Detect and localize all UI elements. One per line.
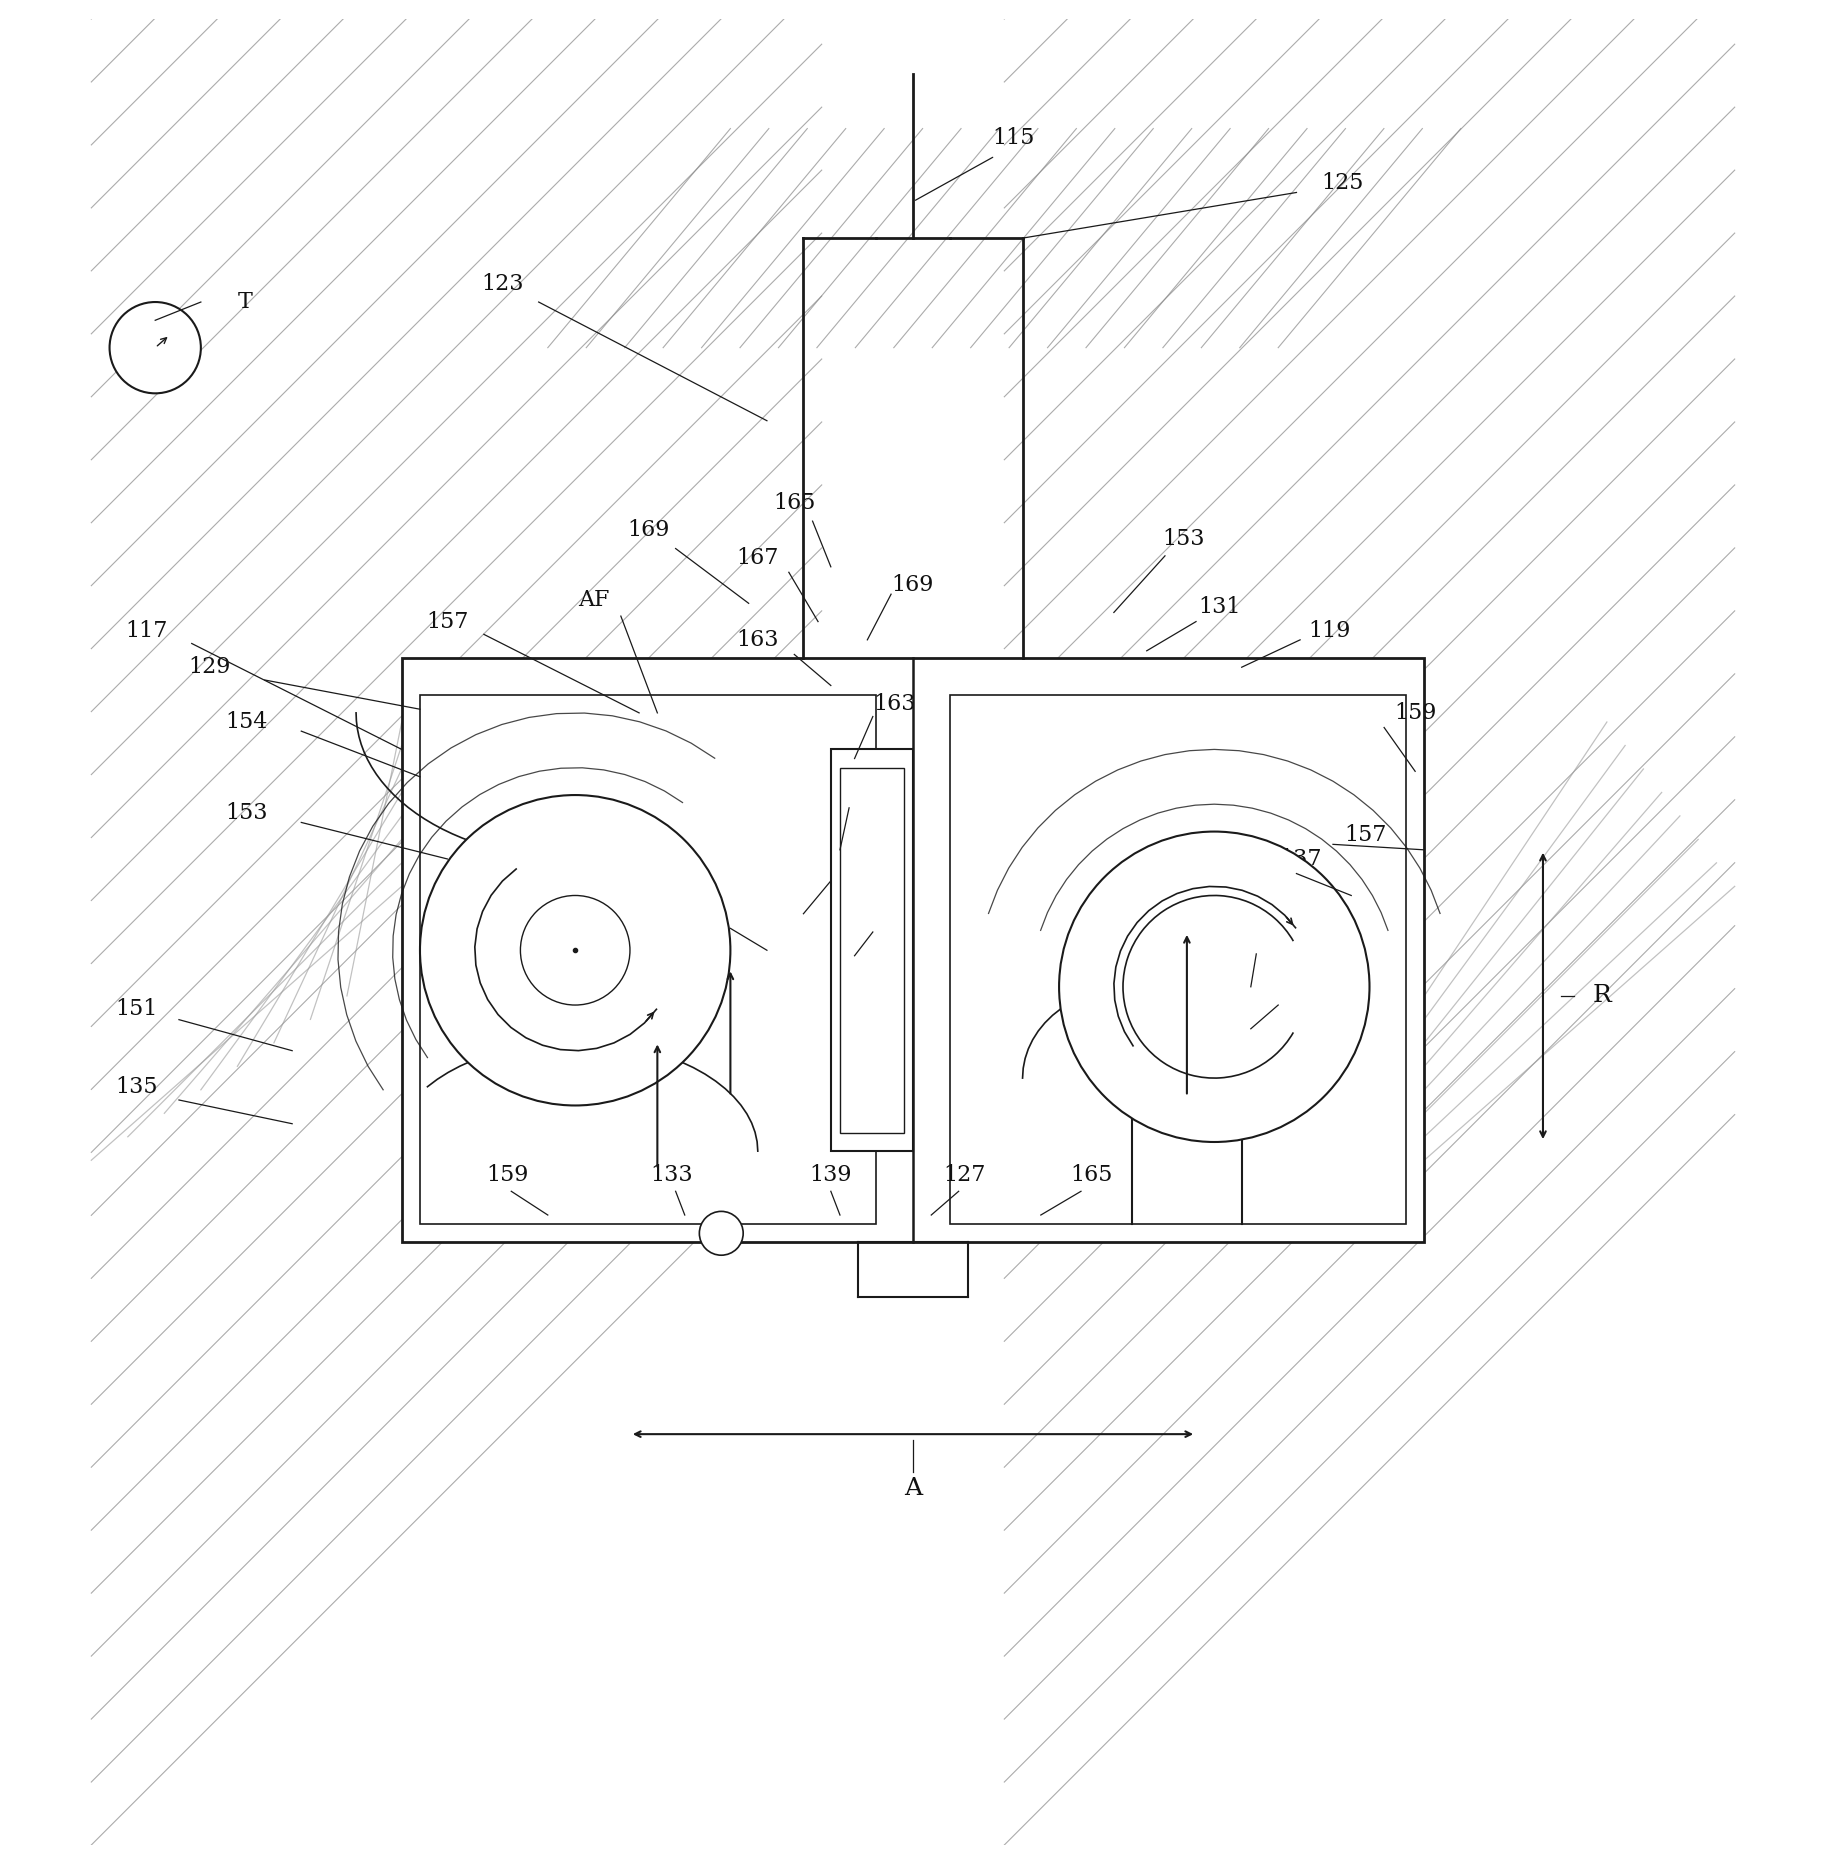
Text: 173: 173 bbox=[681, 902, 725, 925]
Text: 169: 169 bbox=[626, 520, 670, 541]
Text: AF: AF bbox=[577, 589, 610, 611]
Text: 133: 133 bbox=[650, 1163, 694, 1186]
Bar bbox=[402, 658, 1424, 1243]
Text: AF: AF bbox=[1240, 926, 1273, 949]
Text: 159: 159 bbox=[1393, 703, 1437, 723]
Circle shape bbox=[1059, 831, 1370, 1143]
Text: 119: 119 bbox=[1307, 619, 1351, 641]
Text: 123: 123 bbox=[480, 272, 524, 295]
Text: 135: 135 bbox=[115, 1076, 159, 1098]
Text: 139: 139 bbox=[809, 1163, 853, 1186]
Text: 153: 153 bbox=[1161, 528, 1205, 550]
Text: 127: 127 bbox=[942, 1163, 986, 1186]
Text: A: A bbox=[904, 1478, 922, 1501]
Text: 163: 163 bbox=[736, 628, 780, 651]
Circle shape bbox=[520, 895, 630, 1005]
Text: 115: 115 bbox=[992, 127, 1035, 149]
Text: 173: 173 bbox=[1284, 980, 1328, 1003]
Text: 165: 165 bbox=[772, 492, 816, 514]
Circle shape bbox=[110, 302, 201, 393]
Circle shape bbox=[420, 796, 730, 1105]
Text: R: R bbox=[1592, 984, 1611, 1007]
Text: 165: 165 bbox=[1070, 1163, 1114, 1186]
Text: 131: 131 bbox=[1198, 596, 1242, 619]
Text: 167: 167 bbox=[873, 906, 915, 928]
Text: 161: 161 bbox=[831, 857, 873, 880]
Text: 155: 155 bbox=[849, 785, 891, 805]
Bar bbox=[840, 768, 904, 1133]
Text: 151: 151 bbox=[115, 997, 159, 1020]
Text: 163: 163 bbox=[873, 693, 915, 714]
Text: 157: 157 bbox=[425, 611, 469, 632]
Text: 159: 159 bbox=[486, 1163, 530, 1186]
Text: 169: 169 bbox=[891, 574, 933, 596]
Text: 154: 154 bbox=[225, 710, 268, 733]
Bar bbox=[420, 695, 876, 1225]
Text: 129: 129 bbox=[188, 656, 232, 678]
Text: 157: 157 bbox=[1344, 824, 1388, 846]
Text: 167: 167 bbox=[736, 546, 780, 569]
Text: 125: 125 bbox=[1320, 171, 1364, 194]
Text: 117: 117 bbox=[124, 619, 168, 641]
Text: 153: 153 bbox=[225, 802, 268, 824]
Circle shape bbox=[699, 1212, 743, 1254]
Bar bbox=[831, 749, 913, 1152]
Text: T: T bbox=[237, 291, 252, 313]
Text: 137: 137 bbox=[1278, 848, 1322, 870]
Bar bbox=[950, 695, 1406, 1225]
